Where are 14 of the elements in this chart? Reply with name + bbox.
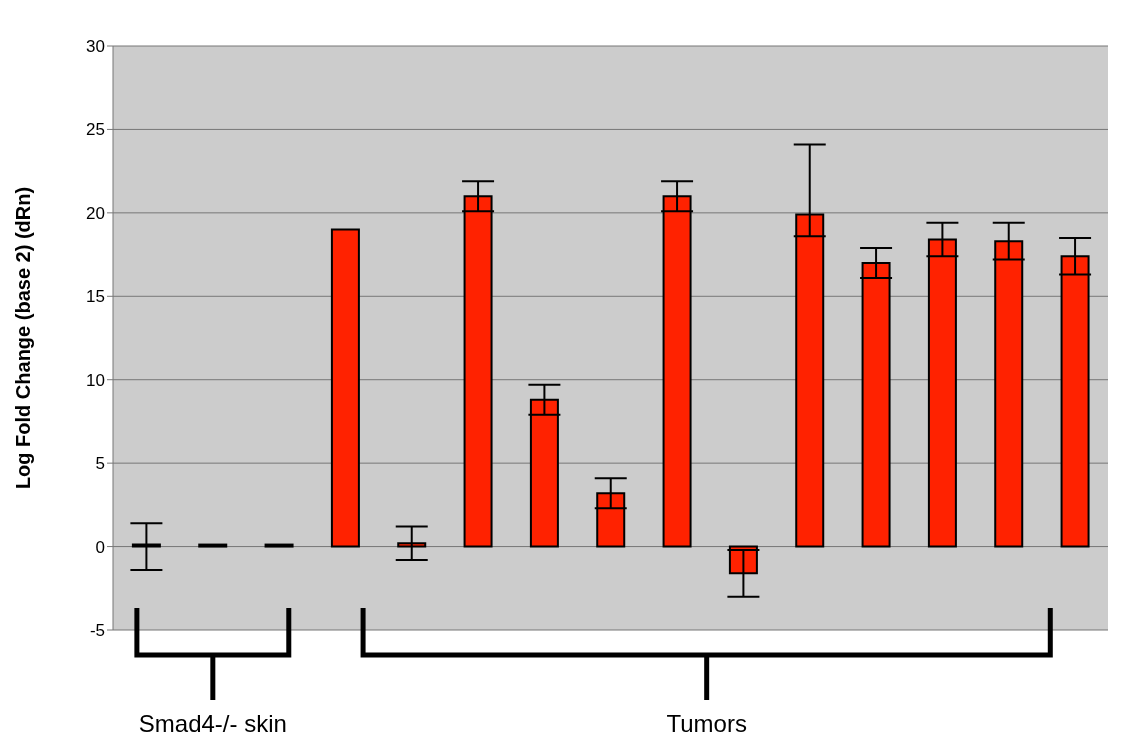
y-tick-label: 20 [86,203,105,223]
y-tick-label: -5 [89,621,105,641]
text: Smad4-/- skin [138,710,287,737]
text: Tumors [666,710,747,737]
y-tick-label: 5 [95,454,105,474]
bar [330,228,360,548]
y-tick-label: 25 [86,120,105,140]
y-axis-title: Log Fold Change (base 2) (dRn) [12,186,35,490]
y-tick-label: 10 [86,370,105,390]
y-tick-label: 30 [86,37,105,57]
bar [198,543,228,548]
bar [264,543,294,548]
y-tick-label: 0 [95,537,105,557]
y-tick-label: 15 [86,287,105,307]
